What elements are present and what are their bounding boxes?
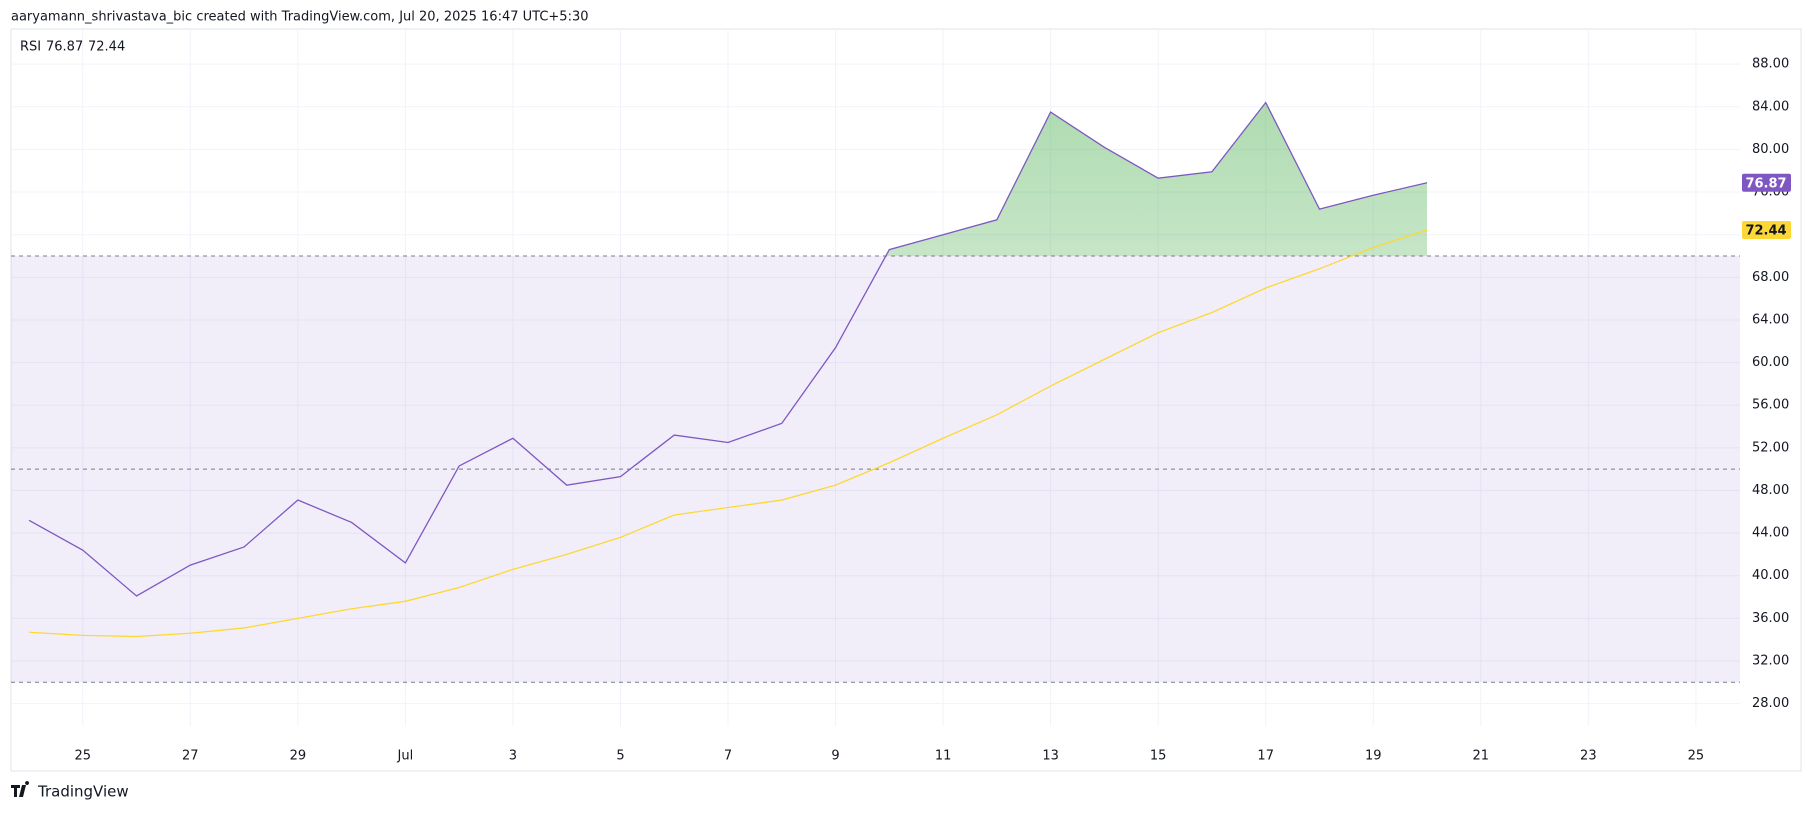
y-tick-label: 88.00 xyxy=(1752,57,1789,72)
overbought-fill xyxy=(885,102,1428,257)
x-tick-label: 3 xyxy=(509,749,517,764)
y-tick-label: 80.00 xyxy=(1752,142,1789,157)
x-tick-label: 27 xyxy=(182,749,199,764)
y-tick-label: 36.00 xyxy=(1752,611,1789,626)
logo-icon xyxy=(11,781,30,797)
legend-value: 72.44 xyxy=(88,40,125,55)
y-tick-label: 40.00 xyxy=(1752,568,1789,583)
x-tick-label: 7 xyxy=(724,749,732,764)
legend-name: RSI xyxy=(20,40,41,55)
x-tick-label: 29 xyxy=(290,749,307,764)
footer-text: TradingView xyxy=(37,783,129,801)
x-tick-label: 11 xyxy=(935,749,952,764)
grid xyxy=(11,29,1740,726)
x-tick-label: Jul xyxy=(397,749,414,764)
x-tick-label: 19 xyxy=(1365,749,1382,764)
x-tick-label: 13 xyxy=(1042,749,1059,764)
footer-logo: TradingView xyxy=(11,781,129,801)
y-tick-label: 68.00 xyxy=(1752,270,1789,285)
y-tick-label: 48.00 xyxy=(1752,483,1789,498)
y-tick-label: 44.00 xyxy=(1752,526,1789,541)
y-tick-label: 32.00 xyxy=(1752,653,1789,668)
price-tag xyxy=(1742,221,1791,240)
price-tag xyxy=(1742,173,1791,192)
series xyxy=(28,101,1428,638)
price-tag-label: 76.87 xyxy=(1745,176,1786,191)
y-tick-label: 64.00 xyxy=(1752,312,1789,327)
x-tick-label: 25 xyxy=(1688,749,1705,764)
header-text: aaryamann_shrivastava_bic created with T… xyxy=(11,10,588,25)
x-tick-label: 9 xyxy=(831,749,839,764)
x-tick-label: 17 xyxy=(1257,749,1274,764)
x-tick-label: 25 xyxy=(74,749,91,764)
axes: 28.00 32.00 36.00 40.00 44.00 48.00 52.00 56.00… xyxy=(74,57,1791,764)
legend: RSI 76.87 72.44 xyxy=(20,40,125,55)
series-line xyxy=(28,101,1428,597)
x-tick-label: 23 xyxy=(1580,749,1597,764)
y-tick-label: 56.00 xyxy=(1752,398,1789,413)
y-tick-label: 28.00 xyxy=(1752,696,1789,711)
y-tick-label: 84.00 xyxy=(1752,99,1789,114)
legend-value: 76.87 xyxy=(46,40,83,55)
y-tick-label: 52.00 xyxy=(1752,440,1789,455)
price-tag-label: 72.44 xyxy=(1745,224,1786,239)
chart-frame xyxy=(10,28,1802,772)
x-tick-label: 21 xyxy=(1473,749,1490,764)
y-tick-label: 60.00 xyxy=(1752,355,1789,370)
x-tick-label: 5 xyxy=(616,749,624,764)
x-tick-label: 15 xyxy=(1150,749,1167,764)
series-line xyxy=(28,229,1428,638)
